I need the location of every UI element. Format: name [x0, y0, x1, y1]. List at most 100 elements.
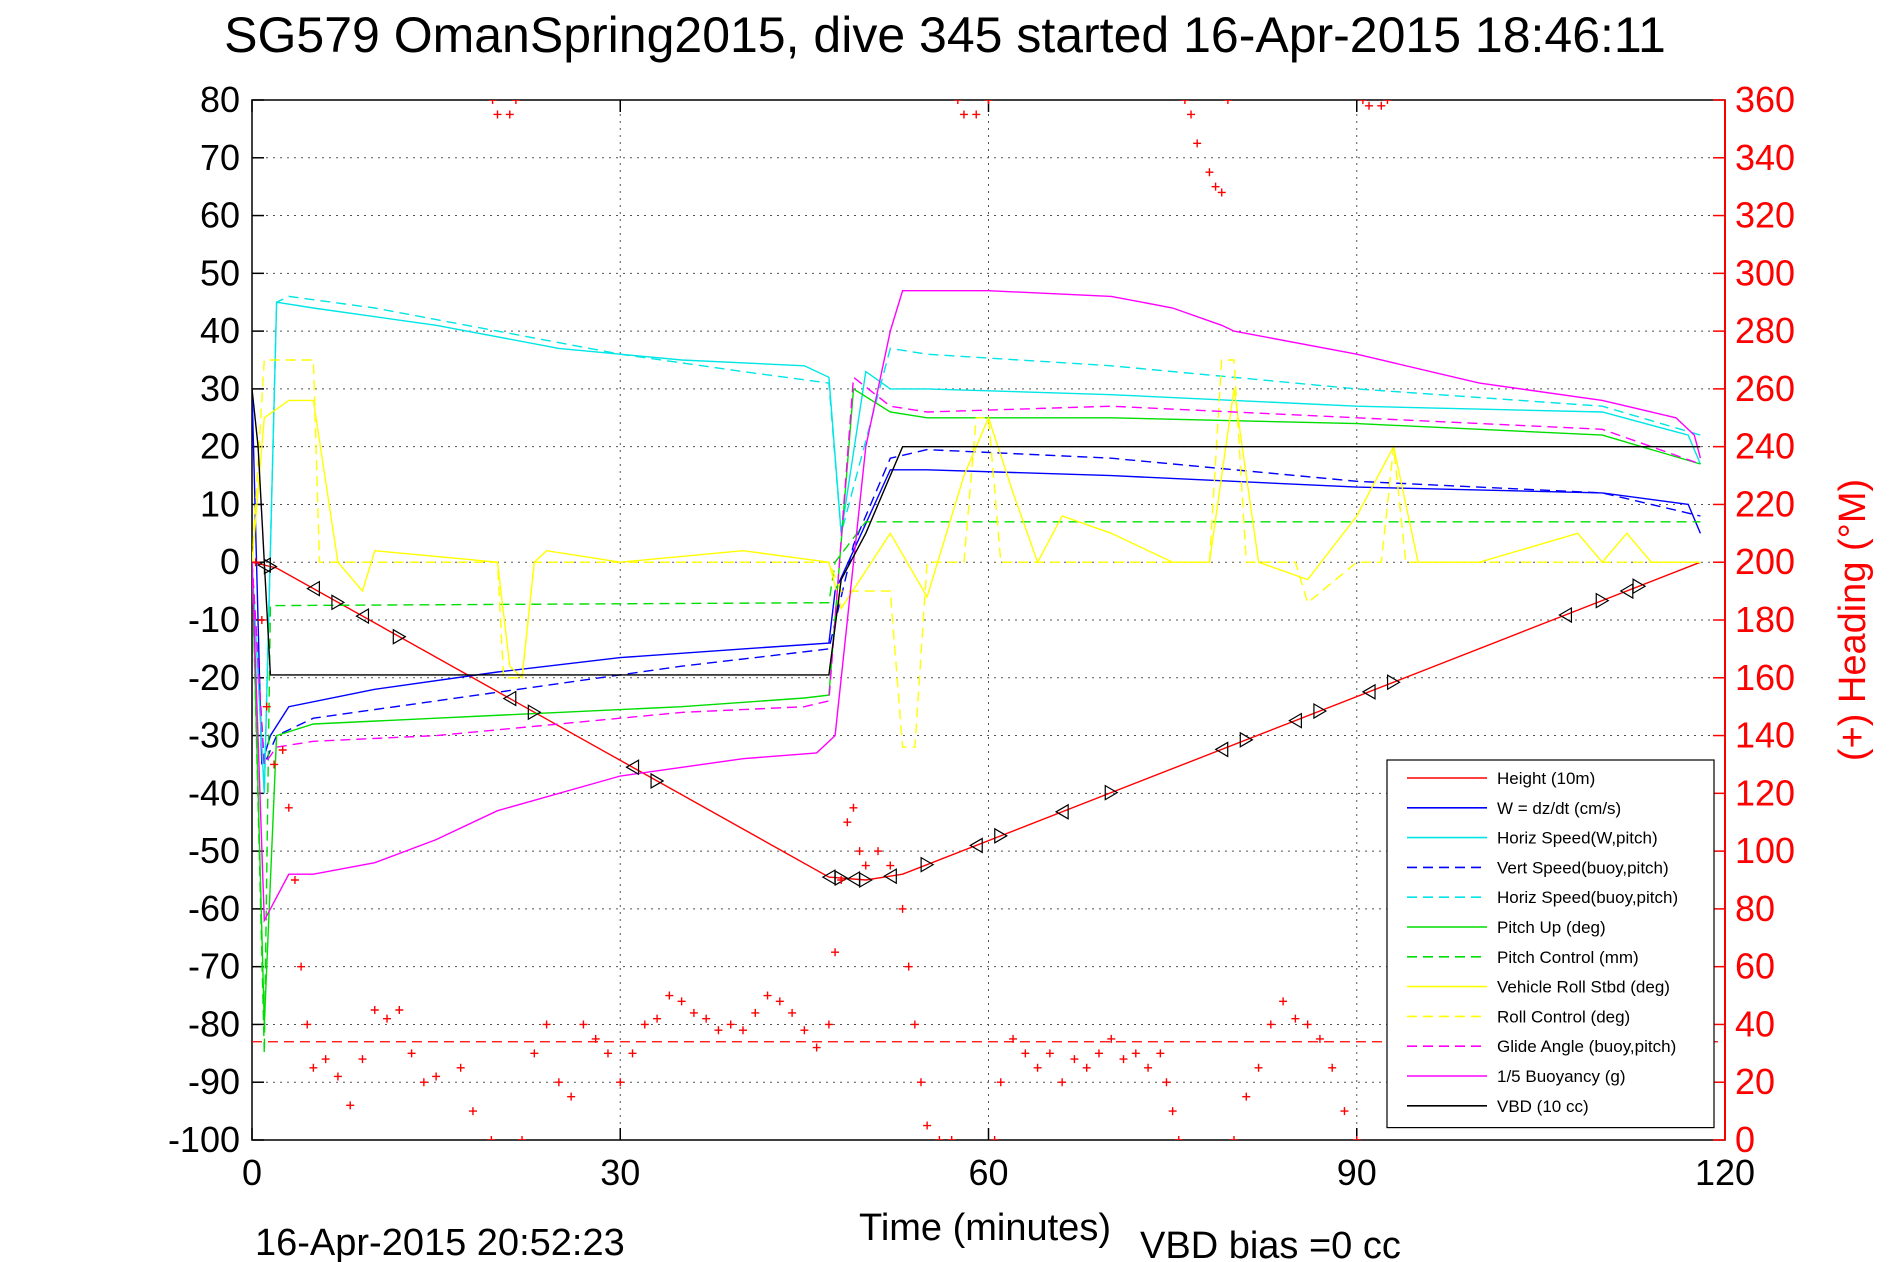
heading-marker [1045, 1049, 1054, 1058]
heading-marker [309, 1063, 318, 1072]
legend-label: VBD (10 cc) [1497, 1097, 1589, 1116]
y-tick-label: -60 [188, 888, 240, 929]
y2-tick-label: 300 [1735, 252, 1795, 293]
heading-marker [542, 1020, 551, 1029]
y2-tick-label: 320 [1735, 195, 1795, 236]
heading-marker [1211, 182, 1220, 191]
heading-marker [689, 1008, 698, 1017]
right-axis-label: (+) Heading (°M) [1832, 479, 1874, 761]
heading-marker [1377, 101, 1386, 110]
legend: Height (10m) W = dz/dt (cm/s) Horiz Speed(… [1386, 759, 1715, 1129]
heading-marker [1315, 1034, 1324, 1043]
legend-label: Roll Control (deg) [1497, 1007, 1630, 1026]
heading-marker [493, 110, 502, 119]
heading-marker [996, 1078, 1005, 1087]
heading-marker [923, 1121, 932, 1130]
heading-marker [665, 991, 674, 1000]
heading-marker [488, 100, 497, 104]
heading-marker [1131, 1049, 1140, 1058]
heading-marker [874, 847, 883, 856]
heading-marker [262, 702, 271, 711]
heading-marker [1291, 1014, 1300, 1023]
heading-marker [303, 1020, 312, 1029]
heading-marker [1266, 1020, 1275, 1029]
y-tick-label: 70 [200, 137, 240, 178]
heading-marker [1223, 100, 1232, 104]
y2-tick-label: 60 [1735, 946, 1775, 987]
y-tick-label: 80 [200, 79, 240, 120]
heading-marker [1358, 100, 1367, 104]
series-line-8 [252, 359, 1701, 748]
y-axis-right: 3603403203002802602402202001801601401201… [1713, 79, 1795, 1160]
height-marker [1104, 784, 1119, 801]
y-tick-label: 30 [200, 368, 240, 409]
heading-marker [290, 876, 299, 884]
series-line-5 [252, 387, 1701, 1025]
series-line-2 [252, 301, 1702, 794]
heading-marker [702, 1014, 711, 1023]
heading-marker [904, 962, 913, 971]
heading-marker [1217, 188, 1226, 197]
heading-marker [591, 1034, 600, 1043]
heading-marker [953, 100, 962, 104]
heading-marker [1094, 1049, 1103, 1058]
heading-marker [358, 1055, 367, 1064]
y2-tick-label: 20 [1735, 1061, 1775, 1102]
heading-marker [1009, 1034, 1018, 1043]
heading-marker [947, 1136, 956, 1140]
heading-marker [1193, 139, 1202, 148]
heading-marker [812, 1043, 821, 1052]
heading-marker [653, 1014, 662, 1023]
heading-marker [518, 1136, 527, 1140]
heading-marker [775, 997, 784, 1006]
legend-label: Pitch Control (mm) [1497, 948, 1639, 967]
heading-marker [861, 861, 870, 870]
height-marker [1239, 731, 1254, 748]
y2-tick-label: 340 [1735, 137, 1795, 178]
heading-marker [1230, 1136, 1238, 1140]
height-marker [625, 759, 640, 776]
y-tick-label: 40 [200, 310, 240, 351]
y-tick-label: -80 [188, 1003, 240, 1044]
heading-marker [1058, 1078, 1067, 1087]
heading-marker [800, 1026, 809, 1035]
heading-marker [1070, 1055, 1079, 1064]
y-tick-label: -50 [188, 830, 240, 871]
heading-marker [579, 1020, 588, 1029]
heading-marker [677, 997, 686, 1006]
heading-marker [1279, 997, 1288, 1006]
series-line-10 [252, 290, 1702, 924]
heading-marker [383, 1014, 392, 1023]
heading-marker [1162, 1078, 1171, 1087]
x-tick-label: 120 [1695, 1152, 1755, 1193]
heading-marker [432, 1072, 441, 1081]
heading-marker [1328, 1063, 1337, 1072]
heading-marker [1205, 168, 1214, 177]
heading-marker [1365, 101, 1374, 110]
legend-label: W = dz/dt (cm/s) [1497, 799, 1621, 818]
height-marker [1361, 683, 1376, 700]
height-marker [355, 608, 370, 625]
legend-label: Pitch Up (deg) [1497, 918, 1606, 937]
heading-marker [257, 616, 266, 624]
y-axis-left: 80 70 60 50 40 30 20 10 0 -10 -20 -30 -40 -50 -60 -70 -8… [168, 79, 264, 1160]
series-line-11 [252, 388, 1701, 676]
heading-marker [1303, 1020, 1312, 1029]
y-tick-label: 50 [200, 252, 240, 293]
legend-label: 1/5 Buoyancy (g) [1497, 1067, 1626, 1086]
heading-marker [843, 818, 852, 827]
height-marker [994, 827, 1008, 844]
y2-tick-label: 0 [1735, 1119, 1755, 1160]
height-marker [650, 772, 665, 789]
y2-tick-label: 180 [1735, 599, 1795, 640]
y-tick-label: 20 [200, 426, 240, 467]
heading-marker [1383, 100, 1392, 104]
heading-marker [419, 1078, 428, 1087]
heading-marker [628, 1049, 637, 1058]
y2-tick-label: 100 [1735, 830, 1795, 871]
legend-box [1386, 759, 1715, 1129]
y2-tick-label: 220 [1735, 483, 1795, 524]
heading-marker [1352, 1136, 1361, 1140]
y-tick-label: -40 [188, 772, 240, 813]
y-tick-label: -70 [188, 946, 240, 987]
